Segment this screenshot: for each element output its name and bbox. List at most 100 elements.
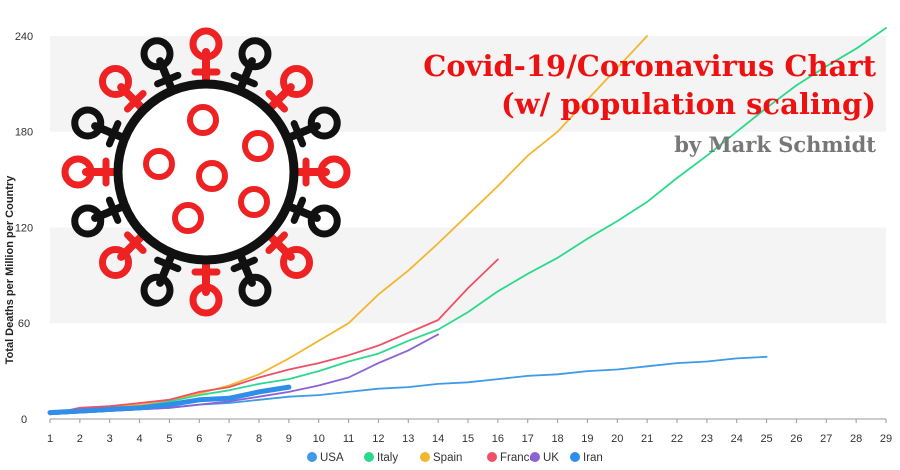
legend-item-spain[interactable]: Spain (420, 452, 462, 464)
legend-marker (307, 452, 317, 462)
x-tick-label: 28 (850, 433, 862, 445)
series-line-france[interactable] (49, 258, 499, 416)
legend-marker (530, 452, 540, 462)
virus-dot (143, 148, 175, 180)
virus-spike-tip (140, 37, 174, 71)
x-tick-label: 24 (731, 433, 743, 445)
x-tick-label: 9 (286, 433, 292, 445)
y-axis-ticks: 0 60 120 180 240 (15, 31, 33, 426)
legend-item-uk[interactable]: UK (530, 452, 559, 464)
x-tick-label: 8 (256, 433, 262, 445)
virus-spike-bar (290, 120, 307, 148)
y-tick-label: 120 (15, 222, 33, 234)
virus-spike-tip (189, 283, 223, 317)
virus-spike-tip (307, 204, 341, 238)
legend-label: UK (543, 452, 559, 464)
grid-bands (50, 35, 886, 420)
virus-spike-tip (189, 27, 223, 61)
x-tick-label: 1 (47, 433, 53, 445)
virus-spike-tip (307, 106, 341, 140)
legend-item-france[interactable]: France (487, 452, 536, 464)
x-tick-label: 14 (432, 433, 444, 445)
x-tick-label: 23 (701, 433, 713, 445)
legend-item-usa[interactable]: USA (307, 452, 344, 464)
x-tick-label: 13 (402, 433, 414, 445)
legend-label: USA (320, 452, 344, 464)
virus-spike-tip (61, 155, 95, 189)
x-tick-label: 6 (196, 433, 202, 445)
virus-spike-bar (105, 120, 122, 148)
legend: USA Italy Spain France UK Iran (307, 452, 603, 464)
legend-marker (487, 452, 497, 462)
legend-marker (364, 452, 374, 462)
virus-spike-tip (238, 273, 272, 307)
x-tick-label: 15 (462, 433, 474, 445)
virus-spike-tip (317, 155, 351, 189)
chart-credit: by Mark Schmidt (674, 132, 876, 157)
x-tick-label: 5 (166, 433, 172, 445)
x-tick-label: 26 (790, 433, 802, 445)
x-tick-label: 3 (107, 433, 113, 445)
legend-item-iran[interactable]: Iran (570, 452, 603, 464)
virus-spike-bar (230, 256, 258, 273)
virus-dot (242, 130, 274, 162)
virus-spike-tip (238, 37, 272, 71)
x-tick-label: 21 (641, 433, 653, 445)
virus-spike-tip (280, 64, 314, 98)
virus-spike-bar (124, 90, 147, 113)
x-tick-label: 17 (522, 433, 534, 445)
virus-dot (238, 186, 270, 218)
x-tick-label: 2 (77, 433, 83, 445)
x-tick-label: 10 (313, 433, 325, 445)
virus-dot (187, 104, 219, 136)
y-tick-label: 0 (21, 414, 27, 426)
virus-spike-bar (154, 256, 182, 273)
virus-spike-bar (290, 196, 307, 224)
virus-spike-tip (71, 106, 105, 140)
chart-title: Covid-19/Coronavirus Chart (423, 49, 876, 83)
x-tick-label: 20 (611, 433, 623, 445)
x-tick-label: 25 (760, 433, 772, 445)
virus-spike-tip (280, 246, 314, 280)
legend-label: Iran (583, 452, 603, 464)
legend-item-italy[interactable]: Italy (364, 452, 398, 464)
virus-dot (172, 202, 204, 234)
virus-spike-bar (124, 231, 147, 254)
x-tick-label: 19 (581, 433, 593, 445)
series-line-italy[interactable] (49, 27, 887, 416)
virus-spike-tip (98, 246, 132, 280)
virus-spike-bar (265, 90, 288, 113)
legend-label: Spain (433, 452, 462, 464)
x-tick-label: 22 (671, 433, 683, 445)
virus-spike-tip (71, 204, 105, 238)
virus-spike-bar (154, 71, 182, 88)
virus-dot (196, 160, 228, 192)
x-tick-label: 11 (343, 433, 354, 445)
legend-label: France (500, 452, 536, 464)
virus-spike-bar (230, 71, 258, 88)
virus-spike-bar (265, 231, 288, 254)
legend-marker (570, 452, 580, 462)
series-lines (47, 27, 887, 416)
x-tick-label: 29 (880, 433, 892, 445)
y-tick-label: 240 (15, 31, 33, 43)
virus-spike-tip (140, 273, 174, 307)
legend-marker (420, 452, 430, 462)
virus-spike-tip (98, 64, 132, 98)
coronavirus-icon (61, 27, 351, 317)
x-tick-label: 12 (372, 433, 384, 445)
x-tick-label: 7 (226, 433, 232, 445)
legend-label: Italy (377, 452, 398, 464)
series-line-iran[interactable] (47, 384, 292, 416)
x-tick-label: 18 (551, 433, 563, 445)
y-axis-title: Total Deaths per Million per Country (4, 175, 16, 365)
x-tick-label: 27 (820, 433, 832, 445)
series-line-spain[interactable] (49, 35, 648, 416)
x-axis-ticks: 1 2 3 4 5 6 7 8 9 10 11 12 13 14 15 16 17 18 19 20 21 22 23 24 2… (47, 419, 892, 445)
x-tick-label: 4 (137, 433, 143, 445)
x-tick-label: 16 (492, 433, 504, 445)
virus-spike-bar (105, 196, 122, 224)
chart-subtitle: (w/ population scaling) (501, 87, 876, 121)
